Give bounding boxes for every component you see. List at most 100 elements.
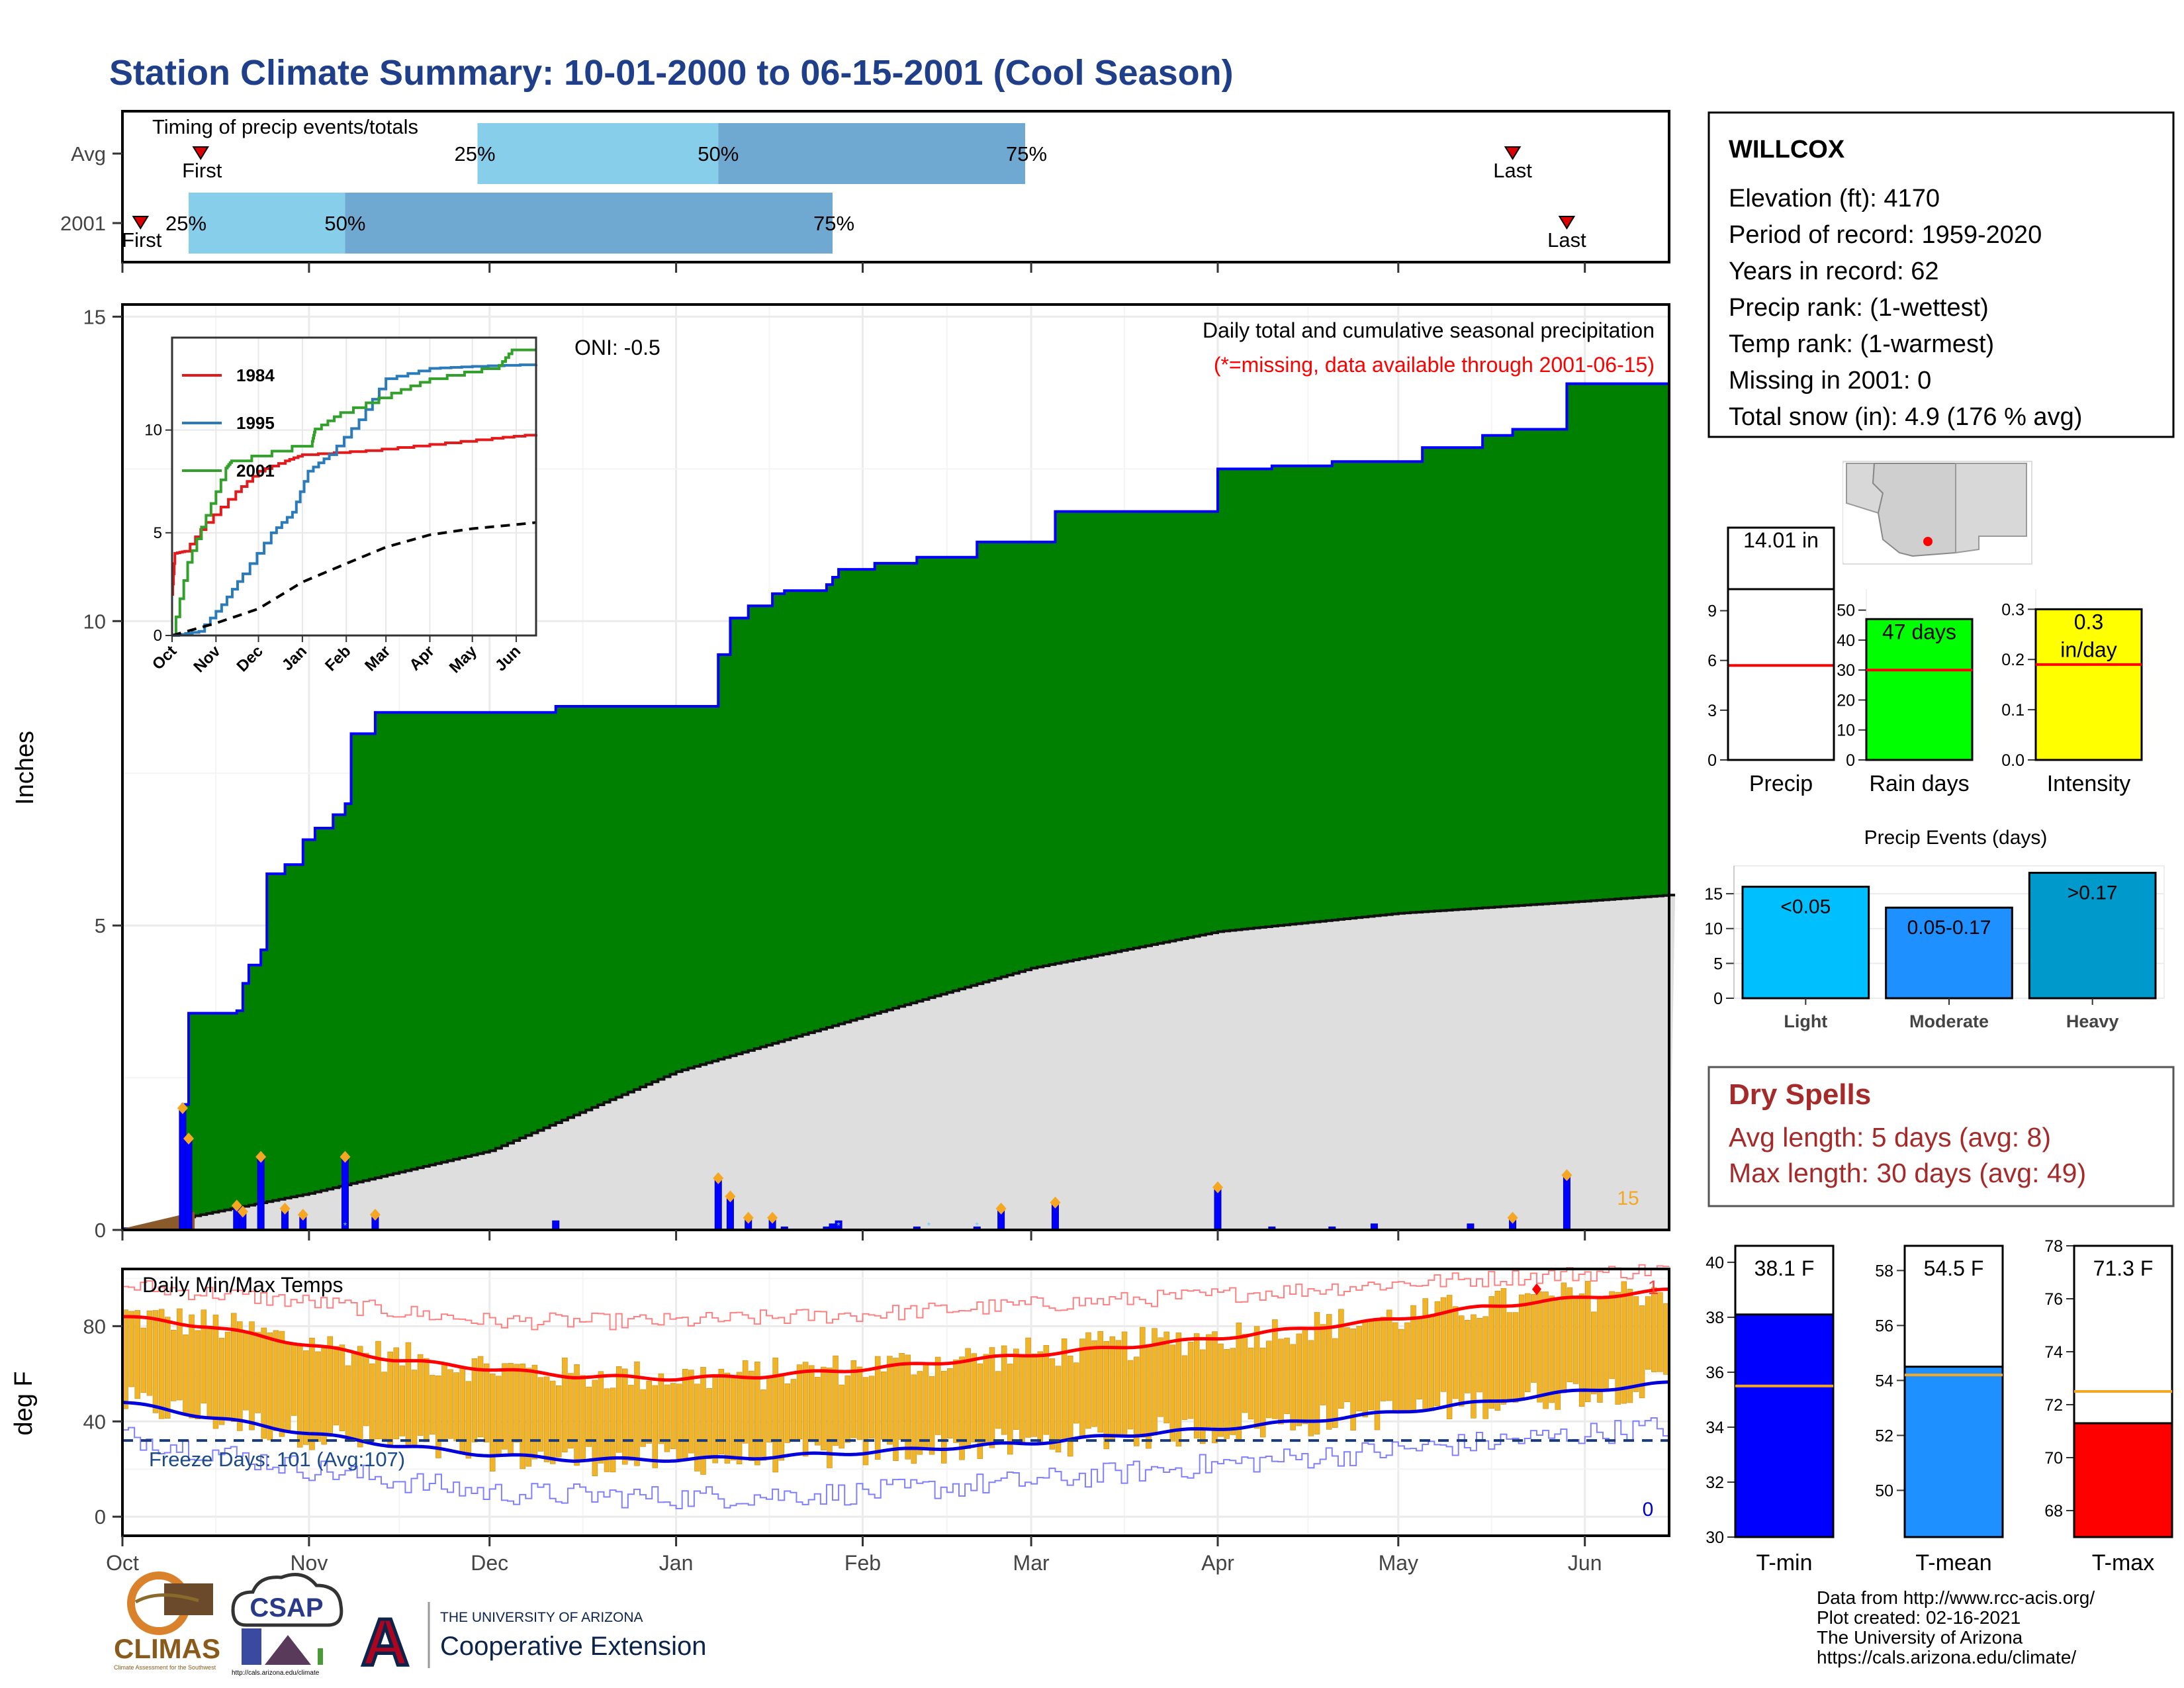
average-cumulative-area xyxy=(122,895,1676,1230)
temp-daily-bar xyxy=(1236,1323,1242,1440)
temp-summary-y-tick-label: 72 xyxy=(2044,1396,2063,1415)
temp-daily-bar xyxy=(430,1375,435,1435)
temp-daily-bar xyxy=(291,1342,297,1416)
temp-daily-bar xyxy=(351,1352,357,1440)
credit-line: Data from http://www.rcc-acis.org/ xyxy=(1817,1587,2095,1608)
temp-daily-bar xyxy=(580,1375,586,1461)
precip-summary-bar xyxy=(1865,618,1974,761)
daily-precip-bar xyxy=(714,1178,722,1231)
temp-daily-bar xyxy=(1657,1292,1663,1372)
freeze-days-label: Freeze Days: 101 (Avg:107) xyxy=(149,1448,405,1471)
temp-daily-bar xyxy=(261,1327,267,1439)
precip-events-y-tick-label: 15 xyxy=(1704,885,1723,904)
temp-daily-bar xyxy=(1465,1320,1471,1393)
temp-daily-bar xyxy=(514,1364,520,1442)
timing-x-ticks xyxy=(121,262,1586,273)
temp-summary-y-tick-label: 36 xyxy=(1706,1364,1724,1382)
temp-daily-bar xyxy=(749,1370,754,1462)
temp-daily-bar xyxy=(1428,1316,1435,1411)
temp-daily-bar xyxy=(206,1327,213,1419)
temp-daily-bar xyxy=(856,1366,863,1440)
temp-daily-bar xyxy=(917,1371,923,1455)
temp-daily-bar xyxy=(772,1357,778,1473)
temp-daily-bar xyxy=(1572,1298,1579,1384)
temp-daily-bar xyxy=(1019,1356,1025,1445)
temp-daily-bar xyxy=(1567,1287,1573,1383)
ua-logo-small-text: THE UNIVERSITY OF ARIZONA xyxy=(440,1610,643,1625)
temp-daily-bar xyxy=(417,1354,424,1436)
temp-daily-bar xyxy=(471,1358,478,1442)
temp-daily-bar xyxy=(989,1347,995,1448)
precip-events-category: Light xyxy=(1784,1011,1827,1031)
temp-daily-bar xyxy=(399,1365,406,1436)
precip-summary-y-tick-label: 10 xyxy=(1837,722,1855,740)
temp-daily-bar xyxy=(1368,1321,1375,1411)
temp-summary-y-tick-label: 74 xyxy=(2044,1343,2063,1362)
temp-daily-bar xyxy=(670,1383,676,1450)
temp-x-tick-label: Oct xyxy=(106,1551,139,1575)
temp-daily-bar xyxy=(1344,1327,1350,1403)
inset-frame xyxy=(171,336,537,637)
precip-events-chart: Precip Events (days) 0 5 10 15 <0.05 Light 0.0… xyxy=(1704,827,2165,1031)
temp-daily-bar xyxy=(1272,1319,1278,1419)
temp-daily-bar xyxy=(525,1368,532,1467)
timing-label: Timing of precip events/totals xyxy=(152,115,418,138)
temp-daily-bar xyxy=(327,1336,333,1437)
timing-q50-label: 50% xyxy=(698,142,739,165)
precip-summary-y-tick-label: 9 xyxy=(1707,602,1717,621)
temp-summary-bar xyxy=(1734,1313,1835,1538)
temp-summary-y-tick-label: 50 xyxy=(1875,1481,1893,1500)
temp-daily-bar xyxy=(730,1377,737,1461)
temp-daily-bar xyxy=(489,1374,496,1472)
timing-row-label: Avg xyxy=(71,142,106,165)
temp-panel-title: Daily Min/Max Temps xyxy=(142,1273,343,1297)
temp-daily-bar xyxy=(881,1371,887,1440)
temp-summary-y-tick-label: 58 xyxy=(1875,1262,1893,1280)
temp-daily-bar xyxy=(381,1372,387,1439)
daily-precip-bar xyxy=(1214,1187,1222,1231)
timing-rows: 25% 50% 75% First Last Avg 25% 50% 75% First Last 2… xyxy=(60,123,1586,254)
temp-daily-bar xyxy=(893,1358,899,1461)
temp-daily-bar xyxy=(411,1370,418,1445)
temp-daily-bar xyxy=(1314,1312,1320,1434)
temp-daily-bar xyxy=(1362,1321,1369,1418)
temp-daily-bar xyxy=(1001,1345,1007,1435)
temp-daily-bar xyxy=(983,1354,989,1444)
temp-daily-bar xyxy=(778,1376,784,1461)
daily-precip-marker xyxy=(177,1102,188,1115)
precip-summary-y-tick-label: 0 xyxy=(1846,751,1855,770)
daily-precip-marker xyxy=(279,1202,291,1215)
temp-x-axis: Oct Nov Dec Jan Feb Mar Apr May Jun xyxy=(106,1536,1602,1575)
temp-daily-bar xyxy=(1416,1317,1422,1399)
temp-x-tick-label: May xyxy=(1379,1551,1418,1575)
timing-last-marker xyxy=(1504,146,1522,160)
precip-summary-y-tick-label: 0.3 xyxy=(2001,600,2025,619)
temp-daily-bar xyxy=(1266,1340,1272,1419)
precip-summary-bar xyxy=(2034,608,2143,761)
logos: CLIMAS Climate Assessment for the Southw… xyxy=(114,1571,706,1681)
credit-line: Plot created: 02-16-2021 xyxy=(1817,1607,2021,1628)
precip-summary-category: Precip xyxy=(1749,771,1813,796)
temp-daily-bar xyxy=(1404,1322,1410,1413)
precip-summary-y-tick-label: 20 xyxy=(1837,691,1855,710)
temp-daily-bar xyxy=(230,1313,237,1422)
temp-daily-bar xyxy=(1253,1326,1260,1429)
ua-logo-big-text: Cooperative Extension xyxy=(440,1632,706,1661)
temp-daily-bar xyxy=(839,1384,844,1449)
csap-logo-text: CSAP xyxy=(250,1593,323,1622)
temp-x-tick-label: Jun xyxy=(1568,1551,1602,1575)
precip-summary-bars: 0 3 6 9 14.01 in Precip 0 10 20 30 40 50 47 days Rain… xyxy=(1707,526,2143,796)
temp-daily-bar xyxy=(502,1363,508,1450)
temp-daily-bar xyxy=(177,1308,183,1401)
temp-daily-bar xyxy=(1242,1334,1248,1413)
temp-daily-bar xyxy=(1013,1348,1019,1430)
daily-precip-bar xyxy=(552,1220,560,1231)
climas-logo-subtext: Climate Assessment for the Southwest xyxy=(114,1664,216,1671)
inset-y-tick-label: 5 xyxy=(154,524,162,542)
temp-daily-bar xyxy=(1103,1340,1110,1450)
temp-summary-category: T-max xyxy=(2092,1550,2154,1575)
temp-daily-bar xyxy=(1609,1291,1615,1380)
precip-y-label: Inches xyxy=(11,731,39,805)
